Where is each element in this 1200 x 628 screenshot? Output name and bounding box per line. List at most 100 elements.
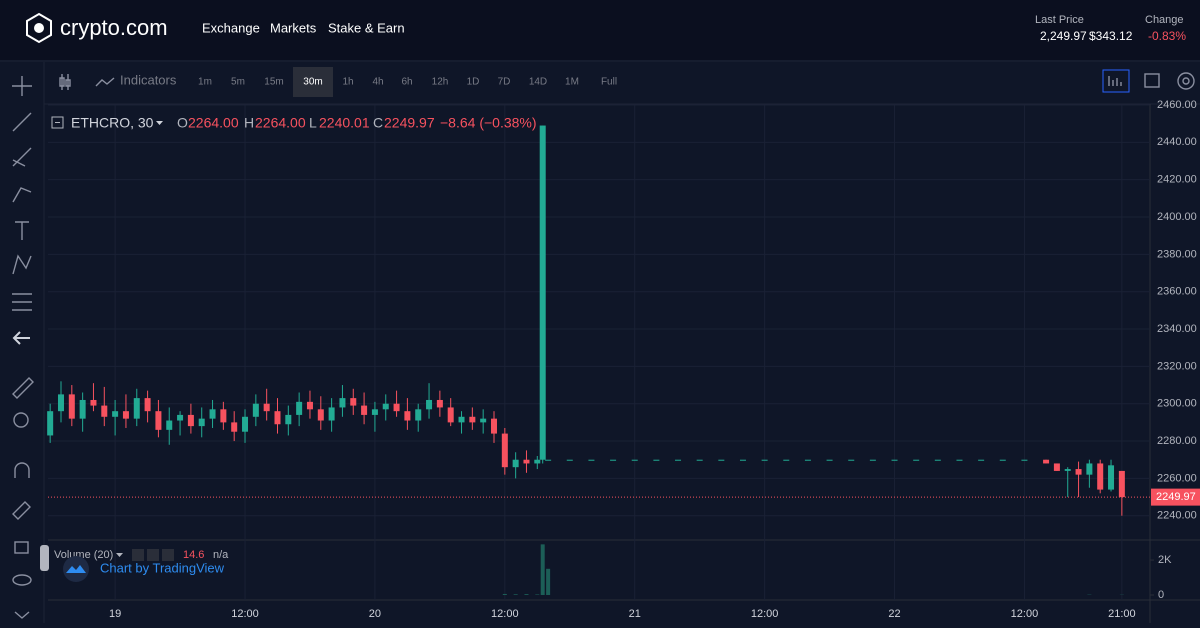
change: -0.83% xyxy=(1148,29,1186,43)
interval-btn[interactable]: 1h xyxy=(342,77,353,88)
tv-logo xyxy=(63,556,89,582)
interval-btn[interactable]: 1D xyxy=(467,77,480,88)
candle-body xyxy=(188,415,194,426)
candle-body xyxy=(112,411,118,417)
candle-body xyxy=(762,460,768,461)
candle-body xyxy=(80,400,86,419)
interval-btn[interactable]: 5m xyxy=(231,77,245,88)
candle-body xyxy=(697,460,703,461)
interval-btn[interactable]: 7D xyxy=(498,77,511,88)
candle-body xyxy=(101,406,107,417)
candle-body xyxy=(848,460,854,461)
indicators-btn[interactable]: Indicators xyxy=(120,72,177,87)
interval-btn[interactable]: 30m xyxy=(303,77,322,88)
y-tick-label: 2400.00 xyxy=(1157,211,1197,223)
x-tick-label: 19 xyxy=(109,608,121,620)
y-tick-label: 2320.00 xyxy=(1157,360,1197,372)
chart-bg xyxy=(0,60,1200,623)
volume-value: 14.6 xyxy=(183,549,204,561)
interval-btn[interactable]: 1M xyxy=(565,77,579,88)
interval-btn[interactable]: 12h xyxy=(432,77,449,88)
y-tick-label: 2280.00 xyxy=(1157,435,1197,447)
x-tick-label: 12:00 xyxy=(491,608,519,620)
ohlc-value: 2240.01 xyxy=(319,115,370,131)
logo-icon xyxy=(34,23,44,33)
candle-body xyxy=(1054,463,1060,470)
pane-btn[interactable] xyxy=(147,549,159,561)
candle-body xyxy=(123,411,129,418)
candle-body xyxy=(296,402,302,415)
nav-link[interactable]: Markets xyxy=(270,20,317,35)
candle-body xyxy=(540,126,546,460)
interval-btn[interactable]: 1m xyxy=(198,77,212,88)
candle-body xyxy=(307,402,313,409)
candle-body xyxy=(1119,471,1125,497)
volume-bar xyxy=(524,594,528,595)
interval-btn[interactable]: 6h xyxy=(401,77,412,88)
ohlc-value: 2264.00 xyxy=(188,115,239,131)
pane-btn[interactable] xyxy=(162,549,174,561)
candle-body xyxy=(177,415,183,421)
candle-body xyxy=(394,404,400,411)
candle-body xyxy=(383,404,389,410)
candle-body xyxy=(264,404,270,411)
candle-body xyxy=(978,460,984,461)
candle-body xyxy=(199,419,205,426)
ohlc-value: 2249.97 xyxy=(384,115,435,131)
candle-body xyxy=(805,460,811,461)
candle-body xyxy=(134,398,140,419)
y-tick-label: 2340.00 xyxy=(1157,323,1197,335)
volume-bar xyxy=(503,594,507,595)
candle-body xyxy=(437,400,443,407)
candle-body xyxy=(372,409,378,415)
y-tick-label: 2460.00 xyxy=(1157,99,1197,111)
nav-link[interactable]: Stake & Earn xyxy=(328,20,405,35)
ohlc-value: 2264.00 xyxy=(255,115,306,131)
candle-body xyxy=(610,460,616,461)
interval-btn[interactable]: 15m xyxy=(264,77,283,88)
candle-body xyxy=(480,419,486,423)
candle-body xyxy=(318,409,324,420)
x-tick-label: 20 xyxy=(369,608,381,620)
candle-body xyxy=(588,460,594,461)
ohlc-change: −8.64 (−0.38%) xyxy=(440,115,537,131)
interval-btn[interactable]: 4h xyxy=(372,77,383,88)
ohlc-label: H xyxy=(244,115,254,131)
y-tick-label: 2420.00 xyxy=(1157,174,1197,186)
x-tick-label: 21:00 xyxy=(1108,608,1136,620)
candle-body xyxy=(513,460,519,467)
candle-body xyxy=(523,460,529,464)
pane-btn[interactable] xyxy=(132,549,144,561)
candle-body xyxy=(220,409,226,422)
x-tick-label: 12:00 xyxy=(1011,608,1039,620)
volume-bar xyxy=(546,569,550,595)
candle-body xyxy=(155,411,161,430)
candle-body xyxy=(870,460,876,461)
pane-handle[interactable] xyxy=(40,545,49,571)
last-price-label: Last Price xyxy=(1035,14,1084,26)
logo[interactable]: crypto.com xyxy=(60,15,168,40)
volume-tick-label: 2K xyxy=(1158,554,1172,566)
nav-link[interactable]: Exchange xyxy=(202,20,260,35)
candle-body xyxy=(1021,460,1027,461)
candle-body xyxy=(415,409,421,420)
candle-body xyxy=(545,460,551,461)
candle-body xyxy=(274,411,280,424)
candle-body xyxy=(242,417,248,432)
interval-btn[interactable]: Full xyxy=(601,77,617,88)
candle-body xyxy=(956,460,962,461)
candle-body xyxy=(913,460,919,461)
ohlc-label: C xyxy=(373,115,383,131)
x-tick-label: 12:00 xyxy=(231,608,259,620)
change-label: Change xyxy=(1145,14,1184,26)
watermark[interactable]: Chart by TradingView xyxy=(100,560,225,575)
candle-body xyxy=(567,460,573,461)
candle-body xyxy=(448,407,454,422)
symbol[interactable]: ETHCRO, 30 xyxy=(71,115,154,131)
volume-tick-label: 0 xyxy=(1158,589,1164,601)
volume-extra: n/a xyxy=(213,549,229,561)
interval-btn[interactable]: 14D xyxy=(529,77,547,88)
candle-body xyxy=(1065,469,1071,471)
